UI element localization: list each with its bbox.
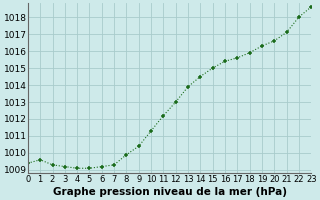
X-axis label: Graphe pression niveau de la mer (hPa): Graphe pression niveau de la mer (hPa) [52,187,286,197]
